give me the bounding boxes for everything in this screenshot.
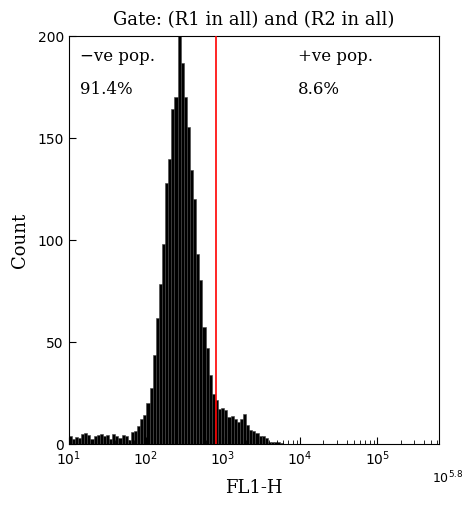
Bar — [125, 436, 128, 444]
X-axis label: FL1-H: FL1-H — [225, 479, 283, 497]
Bar — [72, 439, 75, 444]
Bar — [131, 432, 134, 444]
Bar — [206, 348, 209, 444]
Bar — [168, 160, 172, 444]
Bar — [162, 244, 165, 444]
Bar — [190, 170, 193, 444]
Bar — [265, 438, 268, 444]
Bar — [234, 419, 237, 444]
Bar — [280, 443, 283, 444]
Bar — [215, 400, 218, 444]
Text: +ve pop.: +ve pop. — [298, 48, 374, 66]
Bar — [224, 410, 228, 444]
Bar — [103, 436, 106, 444]
Bar — [187, 126, 190, 444]
Bar — [159, 284, 162, 444]
Y-axis label: Count: Count — [11, 213, 29, 268]
Bar — [178, 36, 181, 444]
Bar — [91, 439, 93, 444]
Bar — [87, 435, 91, 444]
Bar — [75, 437, 78, 444]
Bar — [237, 422, 240, 444]
Bar — [277, 442, 280, 444]
Bar — [271, 442, 274, 444]
Bar — [240, 419, 243, 444]
Bar — [255, 433, 258, 444]
Bar — [174, 97, 178, 444]
Bar — [118, 438, 122, 444]
Bar — [181, 64, 184, 444]
Text: −ve pop.: −ve pop. — [80, 48, 155, 66]
Bar — [97, 435, 100, 444]
Bar — [137, 426, 140, 444]
Bar — [156, 318, 159, 444]
Bar — [200, 280, 202, 444]
Bar — [69, 436, 72, 444]
Bar — [172, 109, 174, 444]
Bar — [246, 425, 249, 444]
Bar — [209, 375, 212, 444]
Bar — [140, 419, 143, 444]
Bar — [228, 417, 230, 444]
Title: Gate: (R1 in all) and (R2 in all): Gate: (R1 in all) and (R2 in all) — [113, 11, 394, 29]
Bar — [221, 408, 224, 444]
Bar — [143, 415, 146, 444]
Bar — [150, 388, 153, 444]
Bar — [146, 403, 150, 444]
Bar — [81, 434, 84, 444]
Bar — [78, 438, 81, 444]
Bar — [109, 439, 112, 444]
Bar — [165, 183, 168, 444]
Bar — [274, 442, 277, 444]
Text: 91.4%: 91.4% — [80, 81, 132, 98]
Bar — [268, 442, 271, 444]
Bar — [100, 434, 103, 444]
Bar — [84, 433, 87, 444]
Bar — [258, 436, 262, 444]
Bar — [128, 440, 131, 444]
Bar — [230, 416, 234, 444]
Text: 8.6%: 8.6% — [298, 81, 340, 98]
Bar — [122, 435, 125, 444]
Bar — [193, 199, 196, 444]
Bar — [218, 409, 221, 444]
Bar — [196, 254, 200, 444]
Bar — [202, 327, 206, 444]
Bar — [212, 394, 215, 444]
Bar — [249, 430, 252, 444]
Bar — [184, 97, 187, 444]
Bar — [243, 414, 246, 444]
Bar — [153, 356, 156, 444]
Bar — [252, 431, 255, 444]
Bar — [93, 436, 97, 444]
Text: $10^{5.8}$: $10^{5.8}$ — [432, 469, 463, 486]
Bar — [134, 431, 137, 444]
Bar — [115, 436, 118, 444]
Bar — [262, 436, 265, 444]
Bar — [106, 435, 109, 444]
Bar — [112, 434, 115, 444]
